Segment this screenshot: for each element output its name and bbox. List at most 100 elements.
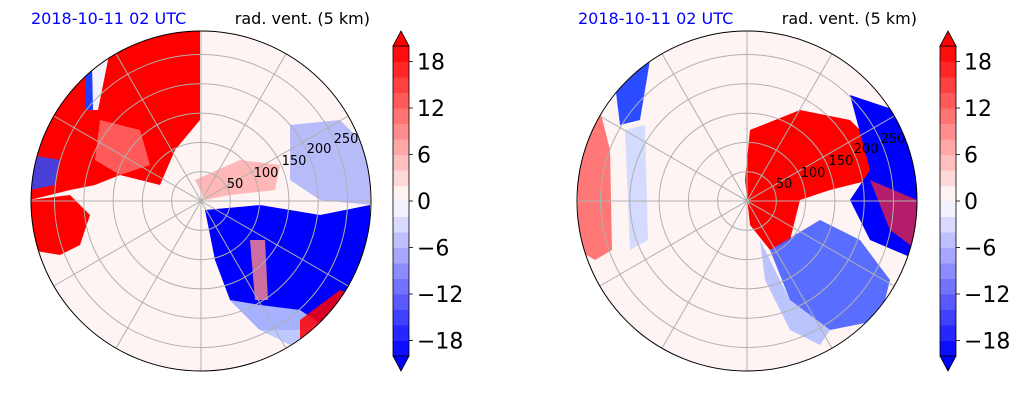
right-polar-frame [576,30,918,372]
left-range-labels: 50 100 150 200 250 [227,132,359,192]
left-colorbar-ticks: 18 12 6 0 −6 −12 −18 [409,51,463,355]
right-range-label-150: 150 [829,154,854,169]
colorbar-tick-label: −6 [964,237,996,262]
right-colorbar: 18 12 6 0 −6 −12 −18 [939,30,1010,372]
colorbar-band [393,247,409,264]
colorbar-band [393,170,409,186]
colorbar-band [940,77,956,93]
colorbar-tick-label: 6 [964,144,978,169]
right-velocity-field [578,60,917,345]
colorbar-band [393,309,409,326]
right-region-positive-far-west [578,110,612,260]
colorbar-band [393,232,409,248]
colorbar-band [393,340,409,357]
right-region-negative-southeast [770,220,890,330]
colorbar-band [393,61,409,78]
left-region-negative-streak [85,65,93,110]
left-region-positive-inner [95,120,150,175]
colorbar-band [393,139,409,155]
right-colorbar-extend-bottom [939,355,957,372]
colorbar-band [393,185,409,202]
left-panel: 2018-10-11 02 UTC rad. vent. (5 km) [30,9,463,372]
colorbar-band [393,278,409,295]
colorbar-band [940,170,956,186]
left-region-positive-west [31,195,90,255]
colorbar-band [393,216,409,233]
left-range-label-100: 100 [254,166,279,181]
left-colorbar: 18 12 6 0 −6 −12 −18 [392,30,463,372]
colorbar-band [393,154,409,171]
left-polar-plot: 50 100 150 200 250 [30,30,372,372]
right-region-positive-northeast [745,110,880,250]
right-grid [577,31,917,371]
colorbar-tick-label: −12 [417,283,463,308]
colorbar-band [940,139,956,155]
colorbar-tick-label: −18 [964,330,1010,355]
left-grid [31,31,371,371]
colorbar-band [393,294,409,310]
right-colorbar-ticks: 18 12 6 0 −6 −12 −18 [956,51,1010,355]
right-panel: 2018-10-11 02 UTC rad. vent. (5 km) [576,9,1010,372]
colorbar-band [940,294,956,310]
left-polar-frame [30,30,372,372]
left-range-label-150: 150 [282,154,307,169]
colorbar-band [940,325,956,341]
colorbar-band [940,46,956,62]
colorbar-band [940,216,956,233]
colorbar-band [940,108,956,124]
colorbar-band [940,263,956,279]
left-region-negative-east [290,120,370,205]
colorbar-tick-label: −12 [964,283,1010,308]
left-range-label-50: 50 [227,177,244,192]
left-spoke-150 [53,115,349,287]
right-region-positive-east-patch [870,180,917,250]
colorbar-tick-label: 0 [417,190,431,215]
left-colorbar-extend-top [392,30,410,47]
left-colorbar-bands [393,46,409,357]
colorbar-band [393,201,409,217]
left-range-label-200: 200 [307,142,332,157]
colorbar-band [393,77,409,93]
colorbar-band [940,154,956,171]
colorbar-tick-label: 12 [964,97,992,122]
colorbar-band [393,263,409,279]
colorbar-band [940,61,956,78]
colorbar-tick-label: 12 [417,97,445,122]
colorbar-band [940,247,956,264]
colorbar-band [940,340,956,357]
colorbar-tick-label: −6 [417,237,449,262]
right-colorbar-bands [940,46,956,357]
colorbar-band [940,123,956,140]
left-colorbar-extend-bottom [392,355,410,372]
colorbar-band [940,201,956,217]
colorbar-tick-label: 18 [417,51,445,76]
colorbar-band [393,108,409,124]
colorbar-band [940,278,956,295]
colorbar-band [940,232,956,248]
right-range-label-100: 100 [801,166,826,181]
right-panel-field-title: rad. vent. (5 km) [782,9,917,28]
colorbar-band [940,185,956,202]
colorbar-band [940,309,956,326]
left-panel-field-title: rad. vent. (5 km) [235,9,370,28]
right-panel-time-title: 2018-10-11 02 UTC [578,9,733,28]
colorbar-tick-label: 18 [964,51,992,76]
colorbar-band [940,92,956,109]
right-polar-plot: 50 100 150 200 250 [576,30,918,372]
right-range-labels: 50 100 150 200 250 [776,132,906,192]
left-region-positive-streak [250,240,268,300]
colorbar-band [393,92,409,109]
colorbar-tick-label: 6 [417,144,431,169]
left-range-label-250: 250 [334,132,359,147]
colorbar-band [393,325,409,341]
right-range-label-200: 200 [854,142,879,157]
left-panel-time-title: 2018-10-11 02 UTC [31,9,186,28]
right-range-label-250: 250 [881,132,906,147]
right-region-negative-southeast-weak [760,240,830,345]
right-colorbar-extend-top [939,30,957,47]
colorbar-band [393,46,409,62]
colorbar-tick-label: 0 [964,190,978,215]
colorbar-band [393,123,409,140]
right-spoke-150 [599,115,895,287]
